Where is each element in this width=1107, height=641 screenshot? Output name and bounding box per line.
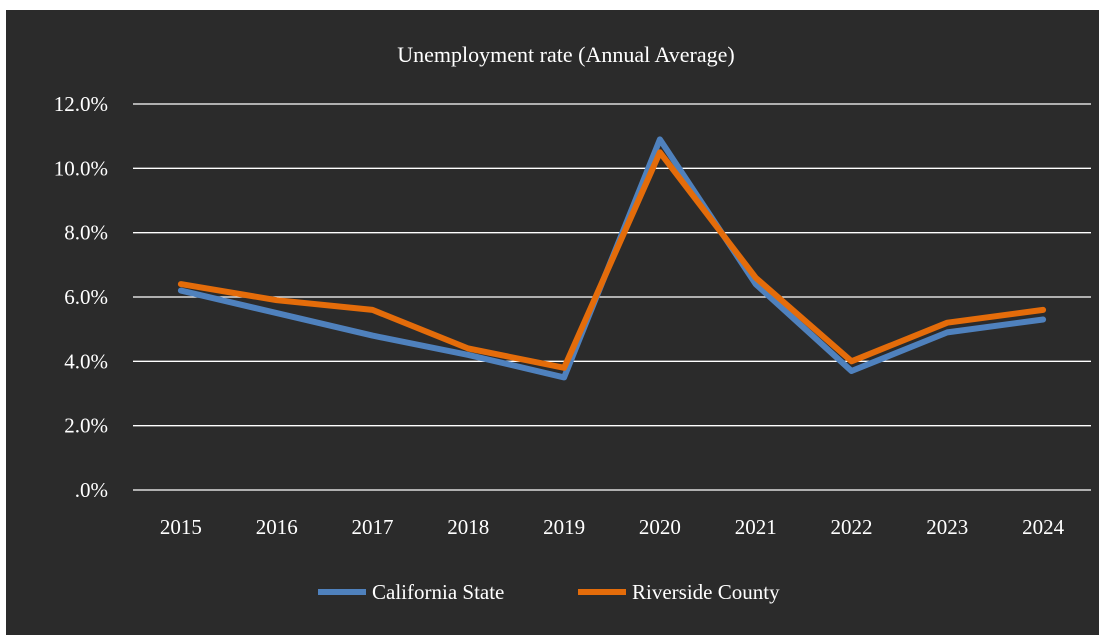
x-tick-label: 2023 bbox=[926, 515, 968, 539]
x-tick-label: 2017 bbox=[352, 515, 394, 539]
chart-title: Unemployment rate (Annual Average) bbox=[397, 42, 734, 67]
series-line-riverside-county bbox=[177, 149, 1047, 371]
line-chart: Unemployment rate (Annual Average) .0% 2.… bbox=[54, 42, 1091, 604]
y-tick-label: 12.0% bbox=[54, 92, 108, 116]
legend: California State Riverside County bbox=[318, 580, 780, 604]
x-tick-label: 2020 bbox=[639, 515, 681, 539]
x-tick-label: 2018 bbox=[447, 515, 489, 539]
x-axis-tick-labels: 2015 2016 2017 2018 2019 2020 2021 2022 2023 2024 bbox=[160, 515, 1065, 539]
legend-label: California State bbox=[372, 580, 504, 604]
x-tick-label: 2021 bbox=[735, 515, 777, 539]
x-tick-label: 2019 bbox=[543, 515, 585, 539]
y-tick-label: 6.0% bbox=[64, 285, 108, 309]
chart-area: Unemployment rate (Annual Average) .0% 2.… bbox=[6, 10, 1099, 635]
legend-label: Riverside County bbox=[632, 580, 780, 604]
x-tick-label: 2015 bbox=[160, 515, 202, 539]
y-tick-label: .0% bbox=[75, 478, 108, 502]
x-tick-label: 2016 bbox=[256, 515, 298, 539]
y-tick-label: 10.0% bbox=[54, 156, 108, 180]
y-tick-label: 2.0% bbox=[64, 414, 108, 438]
gridlines bbox=[133, 103, 1091, 491]
y-axis-tick-labels: .0% 2.0% 4.0% 6.0% 8.0% 10.0% 12.0% bbox=[54, 92, 108, 502]
series-lines bbox=[177, 136, 1047, 381]
x-tick-label: 2024 bbox=[1022, 515, 1065, 539]
x-tick-label: 2022 bbox=[831, 515, 873, 539]
y-tick-label: 4.0% bbox=[64, 349, 108, 373]
y-tick-label: 8.0% bbox=[64, 221, 108, 245]
